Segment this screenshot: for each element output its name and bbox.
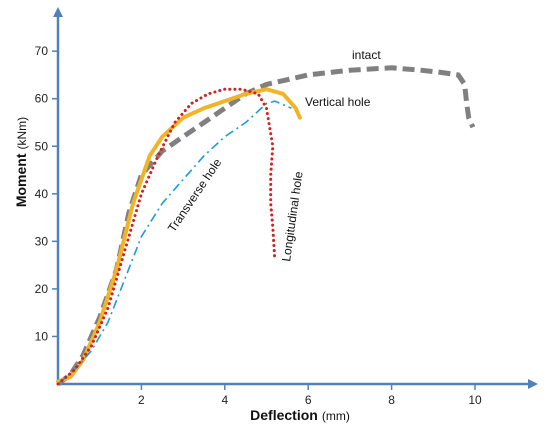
x-tick-label: 8: [388, 393, 395, 407]
x-axis-unit: (mm): [322, 409, 350, 423]
x-tick-label: 2: [138, 393, 145, 407]
x-axis-title: Deflection (mm): [250, 407, 350, 423]
y-tick-label: 10: [35, 329, 49, 343]
y-tick-label: 30: [35, 234, 49, 248]
series-line-transverse-hole: [57, 100, 292, 385]
annotation-longitudinal-hole: Longitudinal hole: [279, 170, 306, 262]
annotation-vertical-hole: Vertical hole: [305, 95, 371, 109]
x-tick-label: 10: [468, 393, 482, 407]
x-tick-label: 4: [221, 393, 228, 407]
annotation-intact: intact: [352, 48, 381, 62]
series-line-intact: [56, 65, 476, 386]
x-ticks: 2 4 6 8 10: [138, 384, 482, 407]
y-tick-label: 50: [35, 139, 49, 153]
x-axis-label: Deflection: [250, 407, 318, 423]
series-layer: [56, 65, 476, 386]
x-tick-label: 6: [305, 393, 312, 407]
y-axis-title: Moment (kNm): [13, 117, 29, 207]
y-tick-label: 70: [35, 44, 49, 58]
series-line-vertical-hole: [56, 87, 302, 384]
y-axis-unit: (kNm): [15, 117, 29, 150]
y-tick-label: 60: [35, 92, 49, 106]
y-ticks: 10 20 30 40 50 60 70: [35, 44, 58, 343]
y-axis-label: Moment: [13, 153, 29, 207]
series-line-longitudinal-hole: [56, 87, 277, 386]
y-tick-label: 20: [35, 282, 49, 296]
y-tick-label: 40: [35, 187, 49, 201]
annotation-transverse-hole: Transverse hole: [165, 156, 225, 235]
